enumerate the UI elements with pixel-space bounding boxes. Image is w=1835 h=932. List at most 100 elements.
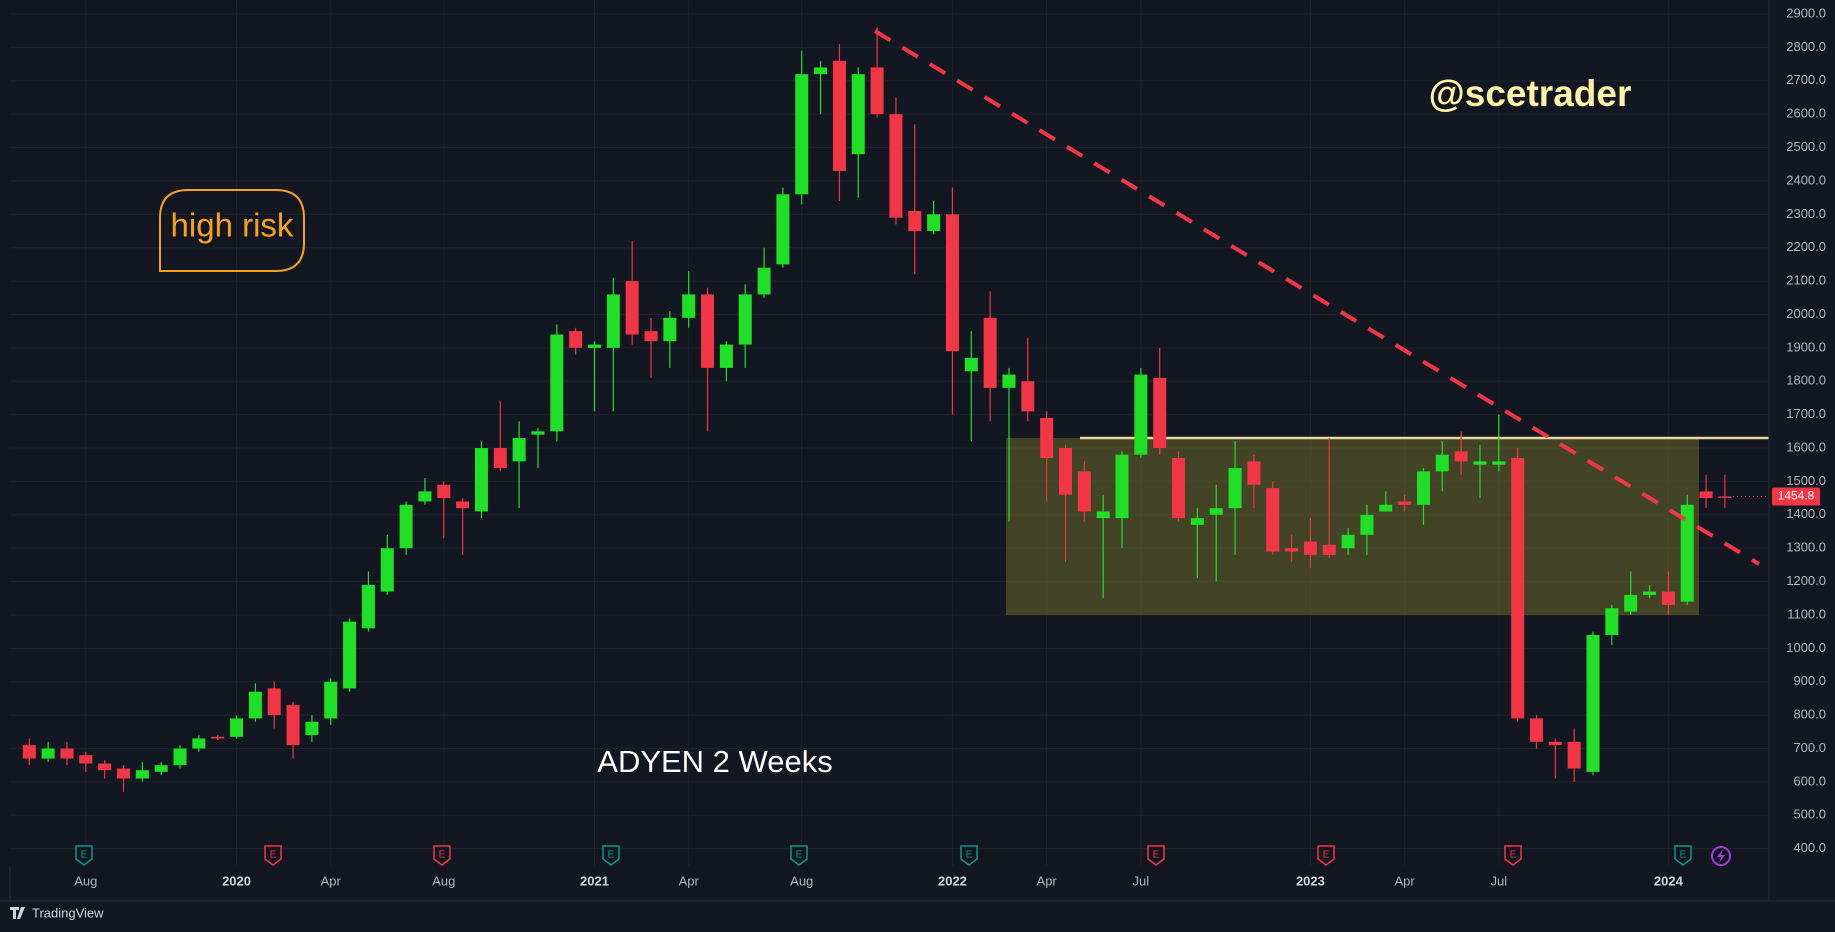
x-tick-label: Apr	[321, 873, 342, 888]
candle-body	[456, 501, 470, 509]
candle-body	[60, 748, 74, 759]
candle-body	[1567, 741, 1581, 769]
candle-body	[267, 688, 281, 716]
candle-body	[1511, 458, 1525, 719]
x-tick-label: 2024	[1654, 873, 1684, 888]
candle-body	[889, 114, 903, 218]
y-tick-label: 2200.0	[1786, 239, 1826, 254]
candle-body	[1435, 454, 1449, 472]
y-tick-label: 1900.0	[1786, 339, 1826, 354]
y-tick-label: 1500.0	[1786, 473, 1826, 488]
candle-body	[908, 210, 922, 232]
earnings-marker	[1147, 845, 1165, 866]
y-tick-label: 2700.0	[1786, 72, 1826, 87]
y-tick-label: 2500.0	[1786, 139, 1826, 154]
x-tick-label: 2020	[222, 873, 251, 888]
candle-body	[738, 294, 752, 345]
candle-body	[437, 484, 451, 499]
candle-body	[1605, 608, 1619, 635]
candle-body	[814, 67, 828, 75]
candle-body	[22, 745, 36, 759]
earnings-marker	[1504, 845, 1522, 866]
candle-body	[983, 317, 997, 388]
candle-body	[512, 438, 526, 462]
y-tick-label: 2900.0	[1786, 5, 1826, 20]
x-tick-label: Apr	[1037, 873, 1058, 888]
candle-body	[343, 621, 357, 689]
candle-body	[192, 738, 206, 749]
candle-body	[324, 681, 338, 719]
candle-body	[682, 294, 696, 318]
y-tick-label: 1400.0	[1786, 506, 1826, 521]
candle-body	[757, 267, 771, 295]
candles	[22, 27, 1732, 792]
candle-body	[98, 763, 112, 771]
earnings-label: E	[1323, 850, 1330, 861]
candle-body	[154, 765, 168, 772]
y-tick-label: 1000.0	[1786, 640, 1826, 655]
earnings-marker	[264, 845, 282, 866]
candle-body	[1096, 511, 1110, 519]
candle-body	[625, 281, 639, 335]
earnings-label: E	[81, 850, 88, 861]
x-tick-label: Jul	[1491, 873, 1508, 888]
earnings-marker	[1317, 845, 1335, 866]
x-tick-label: Apr	[1395, 873, 1416, 888]
earnings-label: E	[439, 850, 446, 861]
candle-body	[945, 214, 959, 352]
watermark: @scetrader	[1429, 73, 1632, 114]
candle-body	[1077, 471, 1091, 512]
earnings-label: E	[796, 850, 803, 861]
candle-body	[305, 721, 319, 736]
candle-body	[1228, 468, 1242, 509]
y-tick-label: 2800.0	[1786, 39, 1826, 54]
y-tick-label: 900.0	[1793, 673, 1826, 688]
candle-body	[1586, 634, 1600, 772]
candle-body	[701, 294, 715, 368]
candle-body	[964, 357, 978, 372]
event-icon-bolt	[1717, 849, 1725, 863]
candle-body	[1398, 501, 1412, 505]
candle-body	[248, 691, 262, 719]
candle-body	[1360, 514, 1374, 535]
y-tick-label: 400.0	[1793, 840, 1826, 855]
candle-body	[1379, 504, 1393, 512]
candle-body	[1134, 374, 1148, 455]
candle-body	[927, 214, 941, 232]
candle-body	[41, 748, 55, 759]
x-tick-label: Apr	[679, 873, 700, 888]
y-tick-label: 2000.0	[1786, 306, 1826, 321]
x-tick-label: Jul	[1133, 873, 1150, 888]
y-tick-label: 800.0	[1793, 707, 1826, 722]
earnings-marker	[75, 845, 93, 866]
candle-body	[588, 344, 601, 348]
candle-body	[1115, 454, 1129, 519]
earnings-label: E	[608, 850, 615, 861]
earnings-marker	[790, 845, 808, 866]
y-tick-label: 2600.0	[1786, 106, 1826, 121]
y-tick-label: 600.0	[1793, 773, 1826, 788]
candle-body	[569, 331, 583, 348]
candle-body	[230, 718, 244, 737]
callout-text: high risk	[171, 207, 294, 244]
earnings-label: E	[270, 850, 277, 861]
candle-body	[1643, 591, 1657, 595]
footer	[0, 901, 1835, 932]
candle-body	[79, 755, 93, 764]
chart-title: ADYEN 2 Weeks	[597, 744, 832, 779]
candle-body	[851, 74, 865, 155]
candle-body	[1040, 417, 1054, 459]
candle-body	[117, 768, 130, 779]
callout-box	[159, 189, 305, 272]
x-tick-label: Aug	[432, 873, 455, 888]
candle-body	[286, 705, 300, 746]
candle-body	[380, 548, 394, 592]
candle-body	[1247, 461, 1261, 485]
candle-body	[399, 504, 413, 549]
candle-body	[1322, 544, 1336, 555]
y-tick-label: 1800.0	[1786, 373, 1826, 388]
trend-line	[873, 29, 1761, 566]
candle-body	[418, 491, 432, 502]
candle-body	[1059, 448, 1072, 495]
candle-body	[1172, 458, 1186, 519]
